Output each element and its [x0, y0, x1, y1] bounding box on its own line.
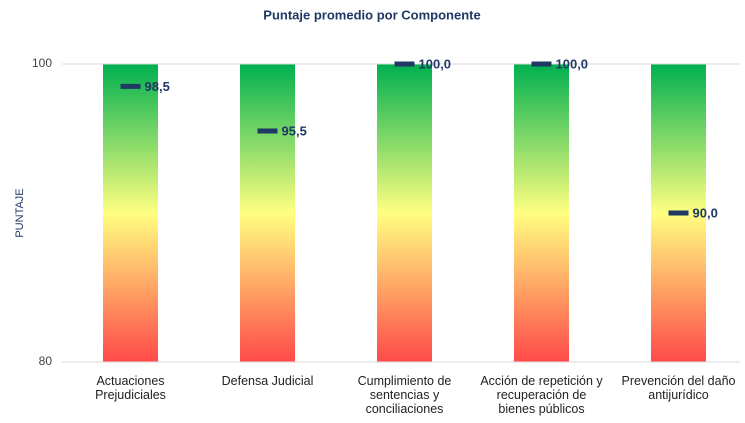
scale-band: [240, 64, 295, 362]
y-tick-label: 100: [32, 56, 52, 70]
chart-title: Puntaje promedio por Componente: [263, 7, 480, 22]
x-tick-label: Defensa Judicial: [221, 374, 314, 388]
scale-band: [514, 64, 569, 362]
value-label: 100,0: [419, 56, 452, 71]
x-tick-label: Prevención del daño antijurídico: [621, 374, 736, 402]
y-tick-label: 80: [39, 354, 53, 368]
value-label: 90,0: [693, 205, 718, 220]
x-tick-label: Actuaciones Prejudiciales: [95, 374, 166, 402]
y-axis-label: PUNTAJE: [14, 188, 26, 237]
value-label: 95,5: [282, 123, 307, 138]
value-label: 98,5: [145, 79, 170, 94]
value-label: 100,0: [556, 56, 589, 71]
x-tick-label: Acción de repetición y recuperación de b…: [480, 374, 603, 416]
scale-band: [377, 64, 432, 362]
x-tick-label: Cumplimiento de sentencias y conciliacio…: [357, 374, 452, 416]
scale-band: [103, 64, 158, 362]
